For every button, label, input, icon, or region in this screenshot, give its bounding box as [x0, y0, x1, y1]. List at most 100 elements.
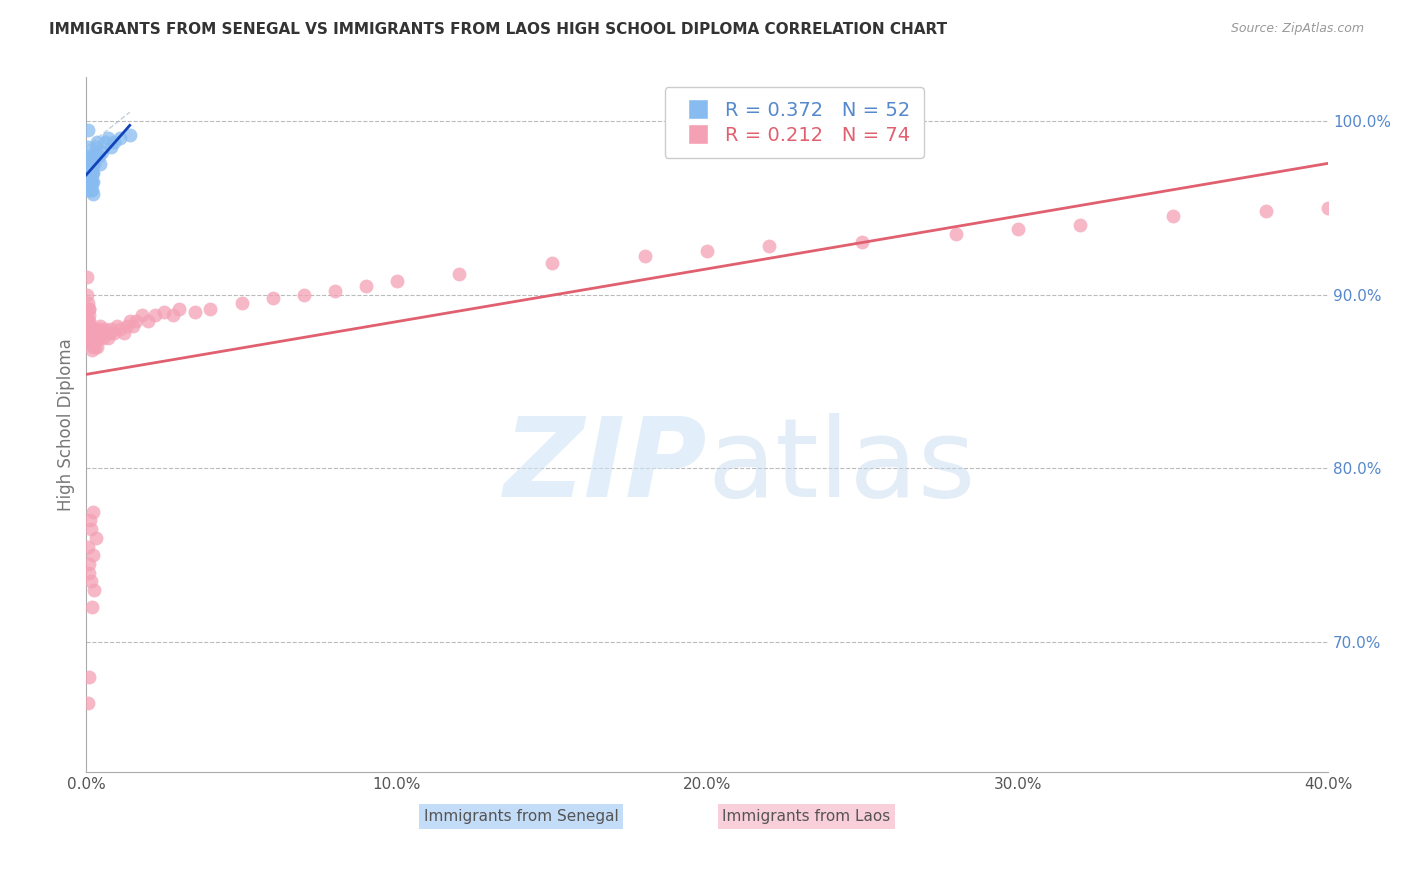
Point — [83, 331, 105, 345]
Point — [86, 135, 108, 149]
Point — [541, 256, 564, 270]
Point — [76, 314, 98, 328]
Text: Source: ZipAtlas.com: Source: ZipAtlas.com — [1230, 22, 1364, 36]
Point — [76, 696, 98, 710]
Point — [84, 326, 107, 340]
Text: ZIP: ZIP — [503, 413, 707, 520]
Point — [103, 326, 125, 340]
Point — [231, 296, 253, 310]
Point — [79, 301, 101, 316]
Point — [98, 326, 121, 340]
Point — [86, 326, 108, 340]
Point — [97, 331, 120, 345]
Point — [100, 322, 122, 336]
Text: Immigrants from Senegal: Immigrants from Senegal — [423, 809, 619, 824]
Point — [93, 331, 115, 345]
Point — [77, 557, 100, 571]
Point — [82, 186, 104, 201]
Point — [184, 305, 207, 319]
Point — [82, 336, 104, 351]
Point — [82, 152, 104, 166]
Point — [80, 175, 103, 189]
Point — [447, 267, 470, 281]
Point — [97, 131, 120, 145]
Point — [292, 287, 315, 301]
Point — [262, 291, 284, 305]
Point — [118, 314, 141, 328]
Point — [76, 270, 98, 285]
Point — [323, 284, 346, 298]
Point — [76, 169, 98, 184]
Point — [79, 169, 101, 184]
Point — [77, 296, 100, 310]
Point — [125, 314, 148, 328]
Point — [83, 582, 105, 597]
Point — [80, 322, 103, 336]
Point — [79, 175, 101, 189]
Point — [82, 331, 104, 345]
Point — [77, 566, 100, 580]
Point — [79, 331, 101, 345]
Point — [94, 322, 117, 336]
Point — [77, 175, 100, 189]
Point — [89, 318, 111, 333]
Point — [87, 148, 110, 162]
Point — [77, 157, 100, 171]
Point — [100, 140, 122, 154]
Point — [1007, 221, 1029, 235]
Point — [82, 340, 104, 354]
Point — [80, 331, 103, 345]
Point — [83, 148, 105, 162]
Point — [82, 336, 104, 351]
Point — [103, 135, 125, 149]
Point — [143, 309, 166, 323]
Point — [385, 274, 408, 288]
Point — [83, 322, 105, 336]
Point — [945, 227, 967, 241]
Point — [131, 309, 153, 323]
Point — [79, 322, 101, 336]
Point — [84, 531, 107, 545]
Point — [77, 175, 100, 189]
Point — [80, 600, 103, 615]
Point — [79, 166, 101, 180]
Text: Immigrants from Laos: Immigrants from Laos — [723, 809, 890, 824]
Point — [80, 183, 103, 197]
Point — [634, 249, 657, 263]
Point — [86, 340, 108, 354]
Point — [169, 301, 191, 316]
Text: atlas: atlas — [707, 413, 976, 520]
Point — [758, 239, 780, 253]
Point — [94, 135, 117, 149]
Point — [79, 175, 101, 189]
Point — [80, 166, 103, 180]
Point — [76, 157, 98, 171]
Point — [153, 305, 176, 319]
Point — [76, 140, 98, 154]
Point — [79, 670, 101, 684]
Point — [82, 505, 104, 519]
Point — [77, 162, 100, 177]
Point — [77, 326, 100, 340]
Point — [96, 326, 118, 340]
Point — [82, 166, 104, 180]
Point — [79, 157, 101, 171]
Point — [79, 318, 101, 333]
Point — [77, 301, 100, 316]
Point — [354, 279, 377, 293]
Point — [79, 314, 101, 328]
Point — [121, 318, 143, 333]
Point — [89, 157, 111, 171]
Point — [77, 309, 100, 323]
Point — [105, 318, 128, 333]
Point — [110, 131, 132, 145]
Point — [87, 322, 110, 336]
Point — [79, 157, 101, 171]
Point — [115, 318, 138, 333]
Point — [112, 326, 135, 340]
Point — [1161, 210, 1184, 224]
Point — [851, 235, 873, 250]
Point — [77, 183, 100, 197]
Point — [80, 336, 103, 351]
Point — [80, 343, 103, 358]
